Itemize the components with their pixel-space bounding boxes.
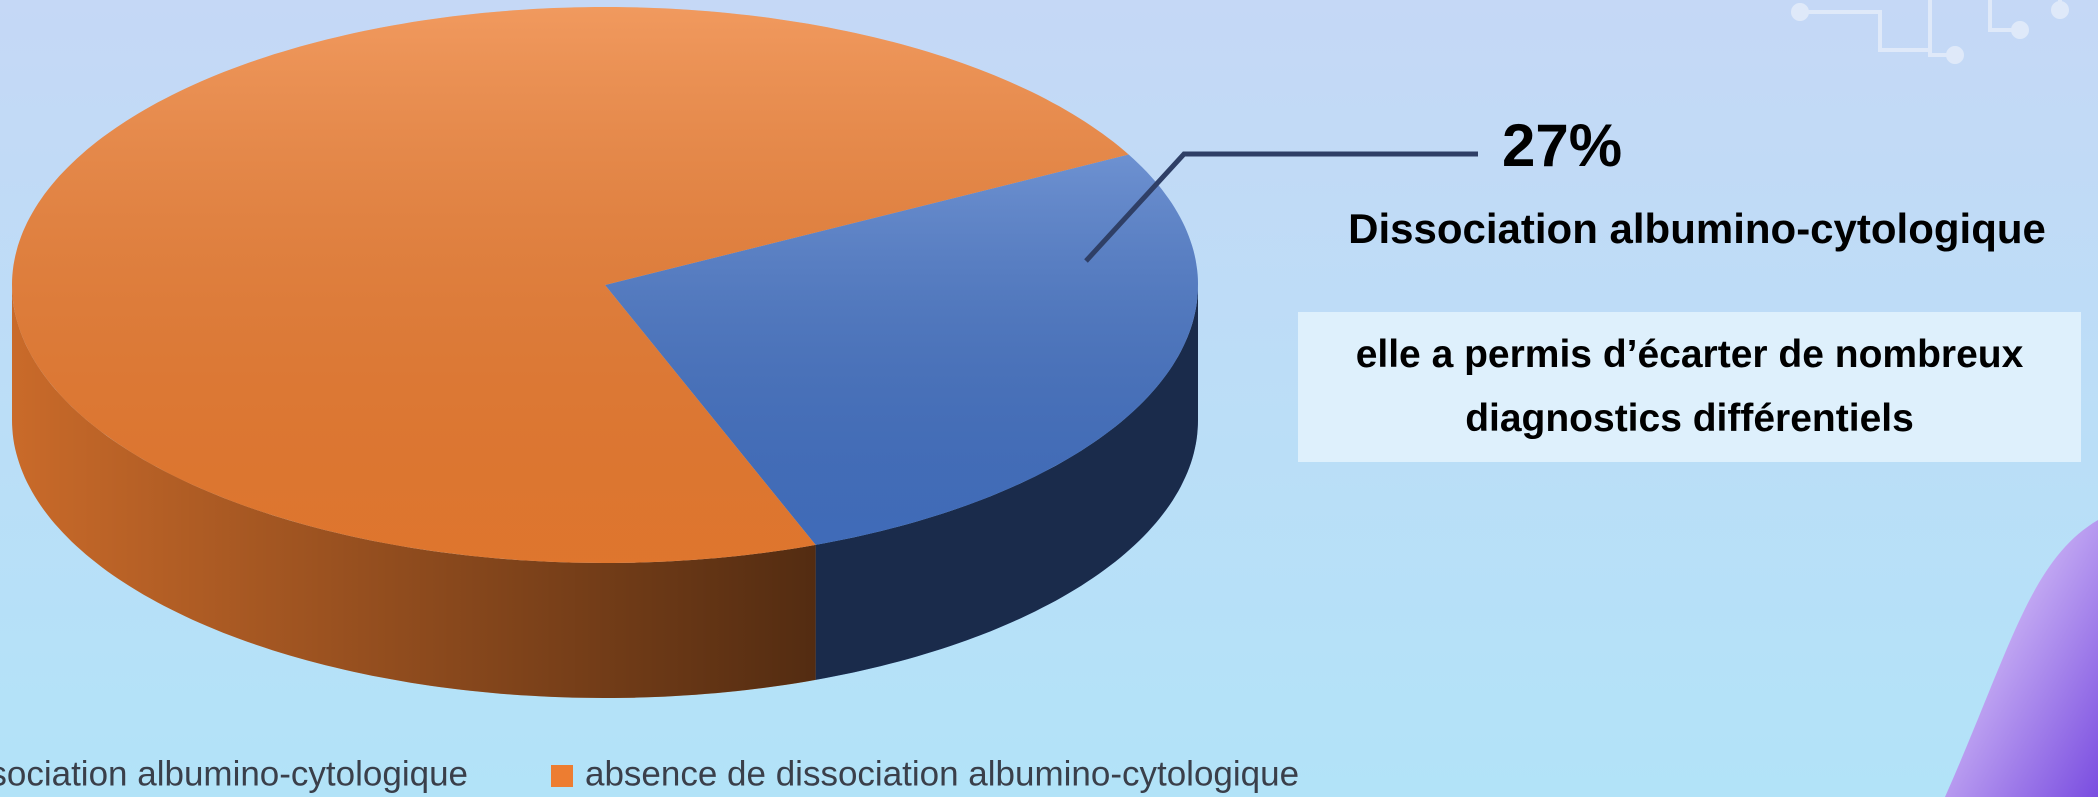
pie [12, 7, 1198, 698]
legend: Dissociation albumino-cytologique absence… [0, 754, 1299, 793]
annotation: elle a permis d’écarter de nombreux diag… [1298, 312, 2081, 462]
legend-label: Dissociation albumino-cytologique [0, 754, 468, 793]
page: 27% Dissociation albumino-cytologique Di… [0, 0, 2098, 797]
data-label-category: Dissociation albumino-cytologique [1348, 205, 2046, 252]
legend-label: absence de dissociation albumino-cytolog… [585, 754, 1299, 793]
legend-swatch [551, 765, 573, 787]
data-label: 27% [1502, 112, 1622, 179]
